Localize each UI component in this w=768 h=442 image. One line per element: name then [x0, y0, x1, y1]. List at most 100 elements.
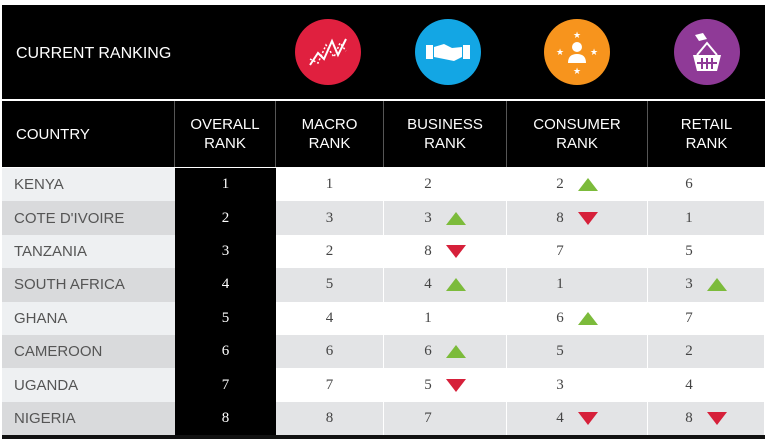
- business-rank: 5: [424, 376, 432, 393]
- consumer-rank: 2: [556, 176, 564, 193]
- retail-rank-cell: 5: [648, 234, 765, 269]
- table-row: COTE D'IVOIRE 2 3 3 8 1: [2, 201, 765, 235]
- macro-chart-icon: [295, 19, 361, 85]
- trend-down-icon: [445, 378, 466, 392]
- country-name: SOUTH AFRICA: [2, 268, 175, 302]
- consumer-rank: 1: [556, 276, 564, 293]
- trend-down-icon: [445, 245, 466, 259]
- table-row: SOUTH AFRICA 4 5 4 1 3: [2, 268, 765, 302]
- macro-rank: 3: [325, 209, 334, 226]
- consumer-rank-cell: 7: [507, 234, 648, 269]
- macro-rank-cell: 3: [276, 201, 384, 235]
- macro-rank: 4: [325, 309, 334, 326]
- business-rank-cell: 1: [384, 301, 507, 336]
- overall-rank: 5: [175, 301, 276, 336]
- consumer-rank: 6: [556, 309, 564, 326]
- macro-rank: 2: [325, 243, 334, 260]
- country-name: GHANA: [2, 301, 175, 336]
- overall-rank: 8: [175, 401, 276, 436]
- retail-rank-cell: 6: [648, 168, 765, 202]
- table-row: UGANDA 7 7 5 3 4: [2, 368, 765, 402]
- macro-rank: 8: [325, 410, 334, 427]
- business-rank-cell: 2: [384, 168, 507, 202]
- consumer-rank: 4: [556, 410, 564, 427]
- macro-rank-cell: 6: [276, 335, 384, 369]
- business-rank-cell: 4: [384, 268, 507, 302]
- retail-rank: 5: [685, 243, 693, 260]
- macro-rank: 1: [325, 176, 334, 193]
- header-label: CONSUMER RANK: [533, 116, 621, 152]
- trend-down-icon: [706, 412, 727, 426]
- header-overall-rank: OVERALL RANK: [175, 101, 276, 167]
- header-consumer-rank: CONSUMER RANK: [507, 101, 648, 167]
- macro-rank: 7: [325, 376, 334, 393]
- macro-rank-cell: 8: [276, 401, 384, 436]
- page-title: CURRENT RANKING: [16, 45, 172, 62]
- svg-text:★: ★: [573, 66, 581, 75]
- retail-rank: 8: [685, 410, 693, 427]
- business-rank: 7: [424, 410, 432, 427]
- header-label: RETAIL RANK: [680, 116, 733, 152]
- business-rank: 4: [424, 276, 432, 293]
- bottom-rule: [2, 435, 765, 439]
- svg-text:★: ★: [556, 47, 564, 57]
- svg-text:★: ★: [590, 47, 598, 57]
- consumer-rank: 5: [556, 343, 564, 360]
- consumer-rank-cell: 5: [507, 335, 648, 369]
- retail-rank: 2: [685, 343, 693, 360]
- handshake-icon: [415, 19, 481, 85]
- business-rank: 2: [424, 176, 432, 193]
- business-rank: 3: [424, 209, 432, 226]
- business-rank-cell: 7: [384, 401, 507, 436]
- business-rank-cell: 8: [384, 234, 507, 269]
- consumer-rank-cell: 1: [507, 268, 648, 302]
- macro-rank-cell: 7: [276, 368, 384, 402]
- retail-rank: 7: [685, 309, 693, 326]
- header-retail-rank: RETAIL RANK: [648, 101, 765, 167]
- header-business-rank: BUSINESS RANK: [384, 101, 507, 167]
- table-row: KENYA 1 1 2 2 6: [2, 168, 765, 202]
- country-name: COTE D'IVOIRE: [2, 201, 175, 235]
- table-row: GHANA 5 4 1 6 7: [2, 301, 765, 336]
- trend-up-icon: [445, 345, 466, 359]
- overall-rank: 3: [175, 234, 276, 269]
- svg-text:★: ★: [573, 30, 581, 40]
- country-name: TANZANIA: [2, 234, 175, 269]
- table-row: CAMEROON 6 6 6 5 2: [2, 335, 765, 369]
- trend-up-icon: [577, 178, 598, 192]
- business-rank-cell: 3: [384, 201, 507, 235]
- consumer-rank-cell: 2: [507, 168, 648, 202]
- retail-rank: 1: [685, 209, 693, 226]
- macro-rank-cell: 1: [276, 168, 384, 202]
- macro-rank-cell: 5: [276, 268, 384, 302]
- business-rank: 1: [424, 309, 432, 326]
- retail-rank: 3: [685, 276, 693, 293]
- header-label: MACRO RANK: [301, 116, 358, 152]
- retail-rank-cell: 4: [648, 368, 765, 402]
- consumer-rank-cell: 8: [507, 201, 648, 235]
- country-name: KENYA: [2, 168, 175, 202]
- retail-rank: 6: [685, 176, 693, 193]
- consumer-rank-cell: 4: [507, 401, 648, 436]
- trend-down-icon: [577, 412, 598, 426]
- title-banner: CURRENT RANKING ★ ★ ★ ★: [2, 5, 765, 99]
- overall-rank: 6: [175, 335, 276, 369]
- consumer-person-icon: ★ ★ ★ ★: [544, 19, 610, 85]
- country-name: NIGERIA: [2, 401, 175, 436]
- retail-rank-cell: 1: [648, 201, 765, 235]
- consumer-rank-cell: 3: [507, 368, 648, 402]
- macro-rank: 6: [325, 343, 334, 360]
- header-label: OVERALL RANK: [190, 116, 260, 152]
- overall-rank: 4: [175, 268, 276, 302]
- table-row: TANZANIA 3 2 8 7 5: [2, 234, 765, 269]
- country-name: UGANDA: [2, 368, 175, 402]
- consumer-rank-cell: 6: [507, 301, 648, 336]
- header-country: COUNTRY: [2, 101, 175, 167]
- country-name: CAMEROON: [2, 335, 175, 369]
- macro-rank-cell: 4: [276, 301, 384, 336]
- macro-rank: 5: [325, 276, 334, 293]
- retail-rank: 4: [685, 376, 693, 393]
- consumer-rank: 3: [556, 376, 564, 393]
- retail-rank-cell: 7: [648, 301, 765, 336]
- retail-rank-cell: 2: [648, 335, 765, 369]
